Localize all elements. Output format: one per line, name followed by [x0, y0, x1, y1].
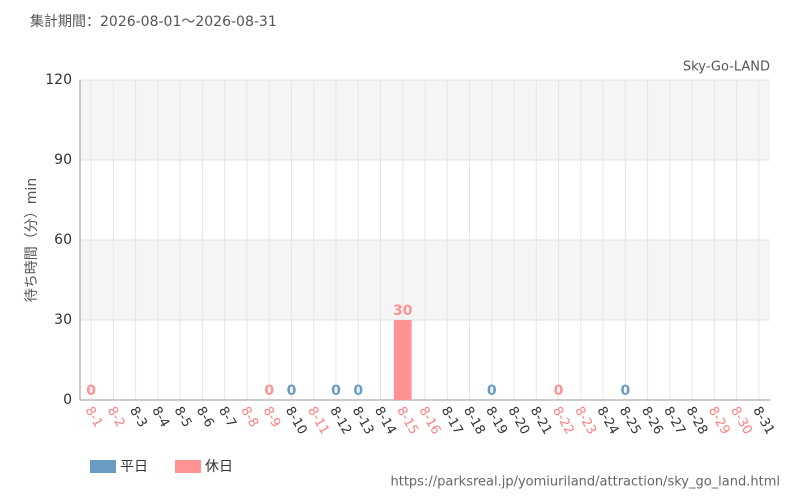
x-tick-label: 8-17 — [438, 404, 466, 437]
data-label: 0 — [487, 383, 497, 399]
source-url: https://parksreal.jp/yomiuriland/attract… — [391, 475, 781, 490]
x-tick-label: 8-31 — [749, 404, 777, 437]
x-tick-label: 8-1 — [82, 404, 106, 430]
x-tick-label: 8-25 — [616, 404, 644, 437]
x-tick-label: 8-2 — [104, 404, 128, 430]
x-tick-label: 8-13 — [349, 404, 377, 437]
data-label: 0 — [620, 383, 630, 399]
legend-swatch — [175, 460, 201, 473]
x-tick-label: 8-21 — [527, 404, 555, 437]
chart-subtitle: 集計期間：2026-08-01～2026-08-31 — [30, 13, 277, 30]
x-tick-label: 8-9 — [260, 404, 284, 430]
x-tick-label: 8-7 — [215, 404, 239, 430]
chart-title: Sky-Go-LAND — [683, 60, 770, 75]
legend-swatch — [90, 460, 116, 473]
x-tick-label: 8-14 — [371, 404, 399, 437]
x-tick-label: 8-11 — [304, 404, 332, 437]
data-label: 0 — [331, 383, 341, 399]
data-label: 0 — [554, 383, 564, 399]
x-tick-label: 8-29 — [705, 404, 733, 437]
x-tick-label: 8-27 — [660, 404, 688, 437]
x-tick-label: 8-16 — [416, 404, 444, 437]
x-tick-label: 8-6 — [193, 404, 217, 430]
data-label: 0 — [86, 383, 96, 399]
x-tick-label: 8-4 — [148, 404, 172, 430]
data-label: 0 — [353, 383, 363, 399]
x-tick-label: 8-18 — [460, 404, 488, 437]
x-tick-label: 8-26 — [638, 404, 666, 437]
y-axis-label: 待ち時間（分）min — [24, 178, 40, 302]
x-tick-label: 8-28 — [683, 404, 711, 437]
bar — [393, 320, 412, 400]
x-tick-label: 8-5 — [171, 404, 195, 430]
x-tick-label: 8-30 — [727, 404, 755, 437]
y-tick-label: 0 — [63, 392, 72, 408]
y-tick-label: 120 — [45, 72, 72, 88]
data-label: 0 — [264, 383, 274, 399]
y-tick-label: 90 — [54, 152, 72, 168]
x-tick-label: 8-15 — [393, 404, 421, 437]
x-tick-label: 8-10 — [282, 404, 310, 437]
x-tick-label: 8-24 — [594, 404, 622, 437]
x-tick-label: 8-3 — [126, 404, 150, 430]
x-tick-label: 8-8 — [237, 404, 261, 430]
x-tick-label: 8-20 — [505, 404, 533, 437]
legend-label: 平日 — [120, 459, 148, 475]
data-label: 30 — [393, 303, 413, 319]
y-tick-label: 30 — [54, 312, 72, 328]
y-tick-label: 60 — [54, 232, 72, 248]
x-tick-label: 8-22 — [549, 404, 577, 437]
x-tick-label: 8-12 — [326, 404, 354, 437]
x-tick-label: 8-19 — [482, 404, 510, 437]
legend-label: 休日 — [205, 459, 233, 475]
data-label: 0 — [287, 383, 297, 399]
x-tick-label: 8-23 — [571, 404, 599, 437]
